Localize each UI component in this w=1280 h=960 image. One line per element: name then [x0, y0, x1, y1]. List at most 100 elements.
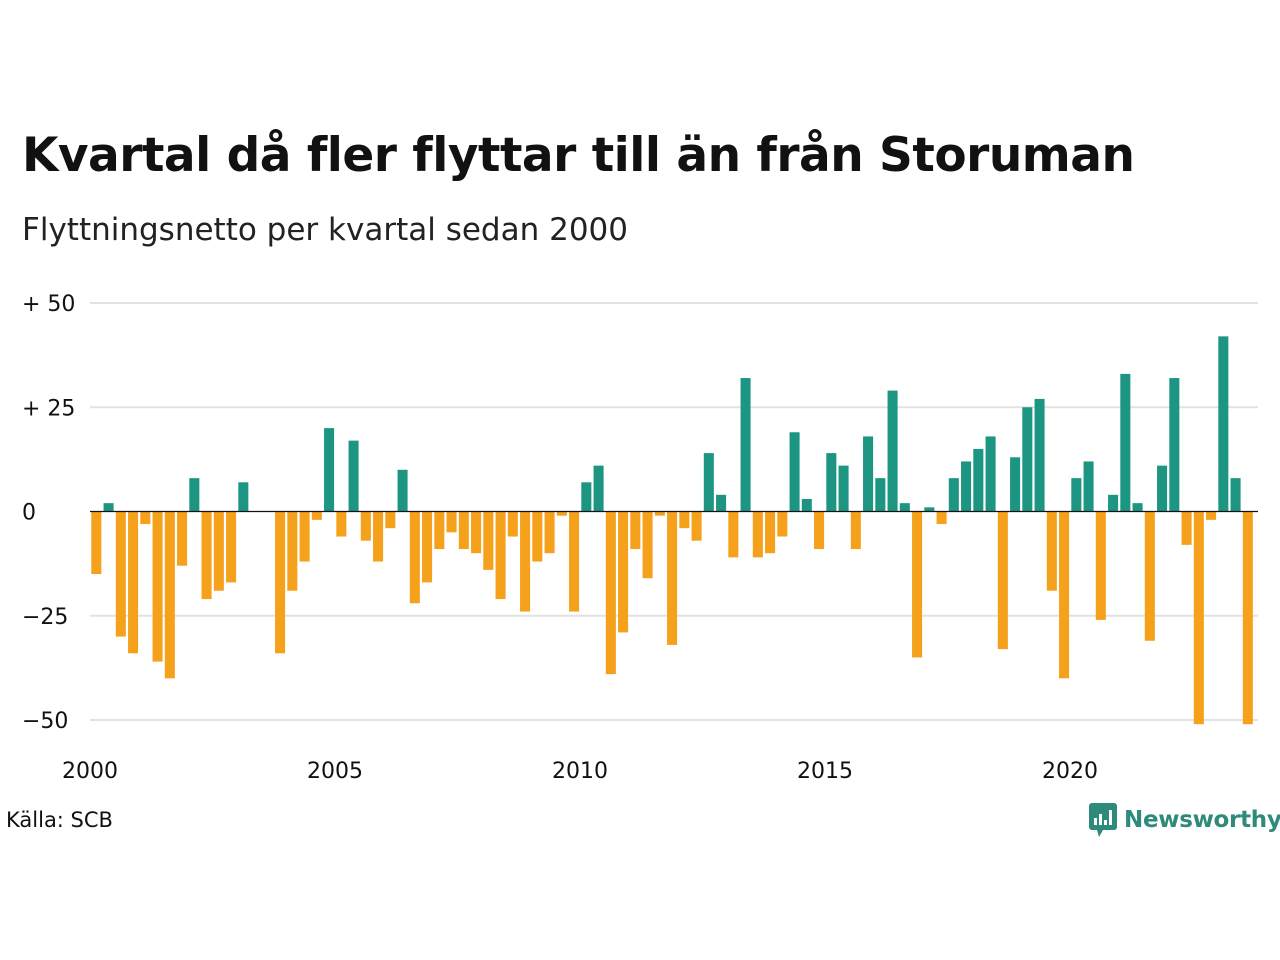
source-label: Källa: SCB: [6, 808, 113, 832]
bar: [850, 511, 861, 550]
bar: [1083, 461, 1094, 512]
bar: [1242, 511, 1253, 725]
bar: [556, 511, 567, 516]
bar: [422, 511, 433, 583]
bar: [1046, 511, 1057, 591]
bar: [373, 511, 384, 562]
bar: [1144, 511, 1155, 641]
bar: [103, 503, 114, 512]
bar: [458, 511, 469, 550]
bar: [275, 511, 286, 654]
bar: [777, 511, 788, 537]
bar: [115, 511, 126, 637]
bar: [765, 511, 776, 554]
bar: [287, 511, 298, 591]
chart-subtitle: Flyttningsnetto per kvartal sedan 2000: [22, 212, 628, 248]
bar: [924, 507, 935, 512]
y-tick-label: −50: [22, 709, 68, 734]
bar: [716, 494, 727, 512]
bar: [189, 478, 200, 512]
bar: [912, 511, 923, 658]
bar: [948, 478, 959, 512]
x-tick-label: 2010: [552, 759, 608, 784]
bar: [789, 432, 800, 512]
bar: [618, 511, 629, 633]
bar: [1022, 407, 1033, 512]
bar: [703, 453, 714, 512]
bar: [691, 511, 702, 541]
bar: [1071, 478, 1082, 512]
bar: [348, 440, 359, 512]
bar: [128, 511, 139, 654]
bar: [140, 511, 151, 525]
x-tick-label: 2020: [1042, 759, 1098, 784]
bar: [985, 436, 996, 512]
bar: [642, 511, 653, 579]
bar: [1132, 503, 1143, 512]
bar: [936, 511, 947, 525]
bar: [152, 511, 163, 662]
bar: [752, 511, 763, 558]
bar: [177, 511, 188, 566]
bar: [324, 428, 335, 512]
bar: [397, 469, 408, 512]
bar: [899, 503, 910, 512]
bar: [593, 465, 604, 512]
bar: [532, 511, 543, 562]
bar: [226, 511, 237, 583]
bar: [520, 511, 531, 612]
bar: [495, 511, 506, 600]
bar: [973, 448, 984, 512]
bar: [446, 511, 457, 533]
bar: [569, 511, 580, 612]
y-tick-label: + 50: [22, 292, 75, 317]
bar: [875, 478, 886, 512]
bar: [679, 511, 690, 529]
bar: [863, 436, 874, 512]
bar: [1120, 373, 1131, 512]
bar: [1034, 398, 1045, 512]
bar: [507, 511, 518, 537]
bar: [360, 511, 371, 541]
bar: [1108, 494, 1119, 512]
y-tick-label: 0: [22, 501, 36, 526]
bar: [238, 482, 249, 512]
bar: [838, 465, 849, 512]
bar: [740, 378, 751, 512]
bar: [299, 511, 310, 562]
y-axis-ticks: + 50 + 25 0 −25 −50: [22, 292, 75, 734]
bar: [201, 511, 212, 600]
bar: [164, 511, 175, 679]
x-axis-ticks: 2000 2005 2010 2015 2020: [62, 759, 1098, 784]
newsworthy-logo-icon: [1089, 803, 1117, 837]
y-tick-label: −25: [22, 605, 68, 630]
bar: [1169, 378, 1180, 512]
bar: [1157, 465, 1168, 512]
bar: [91, 511, 102, 575]
bar: [1095, 511, 1106, 620]
bar-chart: + 50 + 25 0 −25 −50 2000 2005 2010 2015 2020: [22, 292, 1258, 784]
brand-name: Newsworthy: [1124, 807, 1280, 833]
bar: [1218, 336, 1229, 512]
bar: [581, 482, 592, 512]
bar: [801, 498, 812, 512]
bar: [311, 511, 322, 520]
bar: [544, 511, 555, 554]
bar: [434, 511, 445, 550]
bar: [483, 511, 494, 570]
bar: [630, 511, 641, 550]
bar: [667, 511, 678, 645]
bar: [605, 511, 616, 675]
bar: [1010, 457, 1021, 512]
bar: [336, 511, 347, 537]
bar: [1181, 511, 1192, 545]
bar: [1059, 511, 1070, 679]
bar: [997, 511, 1008, 650]
bar: [385, 511, 396, 529]
bar: [213, 511, 224, 591]
bar: [1206, 511, 1217, 520]
brand-logo: Newsworthy: [1088, 802, 1280, 838]
bar: [728, 511, 739, 558]
bar: [654, 511, 665, 516]
x-tick-label: 2000: [62, 759, 118, 784]
